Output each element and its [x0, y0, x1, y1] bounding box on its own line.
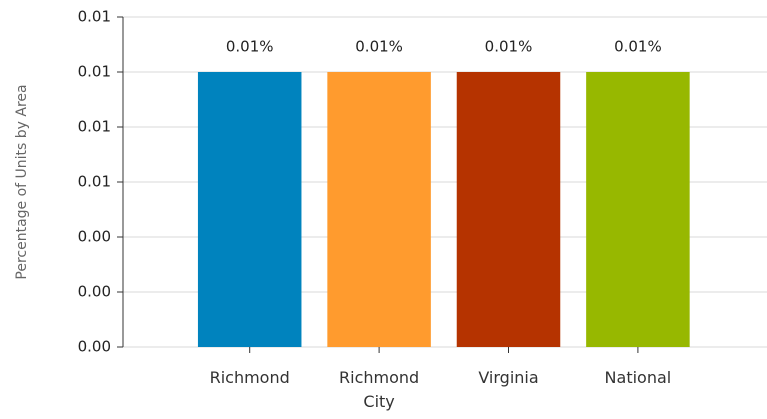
y-tick-label: 0.01 [78, 118, 111, 136]
data-label: 0.01% [226, 38, 274, 56]
bar [586, 72, 690, 347]
x-tick-label: Richmond City [339, 368, 420, 411]
data-label: 0.01% [614, 38, 662, 56]
bar [197, 72, 302, 347]
x-tick-label: Virginia [478, 368, 539, 387]
y-tick-label: 0.00 [78, 228, 111, 246]
x-tick-label: National [604, 368, 672, 387]
y-tick-label: 0.01 [78, 63, 111, 81]
data-label: 0.01% [485, 38, 533, 56]
bar [327, 72, 431, 347]
x-tick-label: Richmond [209, 368, 290, 387]
data-label: 0.01% [355, 38, 403, 56]
y-tick-label: 0.00 [78, 283, 111, 301]
y-axis-title: Percentage of Units by Area [14, 84, 30, 279]
y-tick-label: 0.01 [78, 8, 111, 26]
y-tick-label: 0.00 [78, 338, 111, 356]
bar [456, 72, 561, 347]
y-tick-label: 0.01 [78, 173, 111, 191]
